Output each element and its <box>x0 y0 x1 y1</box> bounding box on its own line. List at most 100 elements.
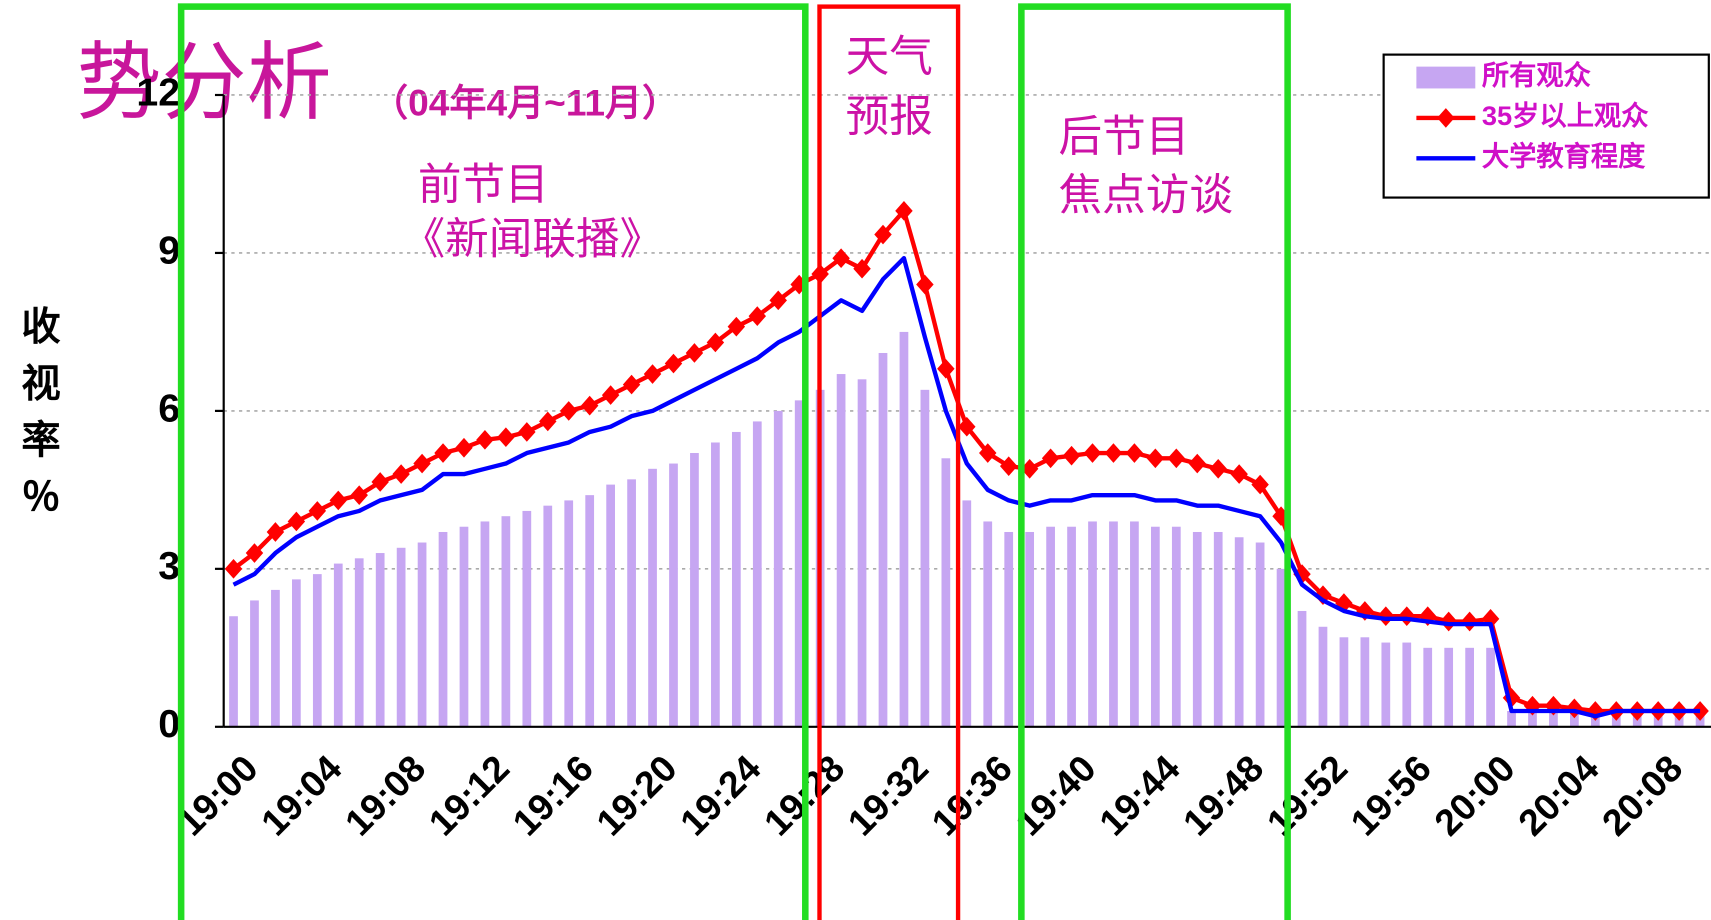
legend-label: 所有观众 <box>1482 60 1592 91</box>
marker <box>706 332 725 353</box>
marker <box>1167 448 1186 469</box>
bar <box>1276 568 1286 727</box>
bar <box>459 526 469 727</box>
bar <box>1486 647 1495 727</box>
annotation: 后节目 <box>1058 112 1189 161</box>
marker <box>1041 448 1060 469</box>
marker <box>832 248 850 269</box>
marker <box>727 316 746 337</box>
marker <box>476 430 494 450</box>
marker <box>455 437 473 458</box>
bar <box>1570 711 1579 727</box>
bar <box>648 468 657 727</box>
bar <box>899 331 909 727</box>
bar <box>354 558 364 727</box>
annotation: 预报 <box>846 93 933 142</box>
bar <box>292 579 301 727</box>
bar <box>669 463 678 727</box>
marker <box>287 511 306 532</box>
bar <box>1297 610 1307 727</box>
marker <box>979 443 997 463</box>
bar <box>501 516 511 727</box>
marker <box>853 258 871 279</box>
bar <box>836 374 846 727</box>
bar <box>1444 647 1454 727</box>
bar <box>941 458 951 727</box>
bar <box>1318 626 1328 727</box>
bar <box>564 500 574 727</box>
bar <box>962 500 972 727</box>
marker <box>664 353 683 374</box>
bar <box>543 505 553 727</box>
chart-title: 势分析 <box>76 36 331 131</box>
bar <box>1423 647 1433 727</box>
annotation: 前节目 <box>418 160 549 209</box>
bar <box>396 547 406 727</box>
marker <box>224 559 243 579</box>
marker <box>413 453 431 474</box>
legend-swatch <box>1416 66 1476 89</box>
marker <box>895 201 913 221</box>
bar <box>1381 642 1391 727</box>
marker <box>685 343 704 363</box>
bar <box>1465 647 1474 727</box>
bar <box>417 542 427 727</box>
marker <box>329 490 348 511</box>
bar <box>1004 531 1014 727</box>
marker <box>643 364 662 384</box>
marker <box>539 411 557 432</box>
marker <box>1125 443 1144 463</box>
bar <box>878 352 888 727</box>
marker <box>350 485 368 505</box>
line <box>232 256 1701 719</box>
bar <box>857 379 867 727</box>
y-tick-label: 9 <box>158 228 180 272</box>
marker <box>1230 464 1248 484</box>
bar <box>1067 526 1076 727</box>
marker <box>622 374 641 395</box>
after-program-box <box>1018 3 1291 920</box>
weather-box <box>817 4 961 920</box>
legend-label: 35岁以上观众 <box>1482 100 1649 131</box>
marker <box>308 501 327 521</box>
bar <box>773 410 783 727</box>
annotations: 前节目 《新闻联播》 天气 预报 后节目 焦点访谈 <box>402 33 1233 264</box>
bar <box>1360 637 1370 727</box>
bar <box>711 442 720 727</box>
bar <box>1402 642 1412 727</box>
y-axis-label: 收视率％ <box>16 305 61 532</box>
y-tick-label: 6 <box>158 386 180 430</box>
bar <box>1213 531 1223 727</box>
bar <box>983 521 993 727</box>
marker <box>1439 611 1458 632</box>
highlight-boxes <box>177 3 1291 920</box>
bar <box>585 495 595 727</box>
bar <box>1046 526 1055 727</box>
bar <box>627 479 636 727</box>
bar <box>794 400 804 727</box>
bar <box>1549 711 1558 727</box>
bar <box>1130 521 1139 727</box>
marker <box>1377 606 1395 627</box>
marker <box>601 385 620 405</box>
marker <box>1020 458 1039 479</box>
y-tick-label: 0 <box>158 702 180 746</box>
marker <box>958 416 976 437</box>
bar <box>1025 531 1035 727</box>
bar <box>1255 542 1265 727</box>
marker <box>1251 474 1269 495</box>
marker <box>245 543 264 563</box>
bar <box>1528 711 1537 727</box>
marker <box>1188 453 1206 474</box>
marker <box>266 522 285 542</box>
marker <box>392 464 410 484</box>
bar <box>438 531 448 727</box>
annotation: 焦点访谈 <box>1058 171 1233 220</box>
bar <box>271 589 280 727</box>
bar <box>1088 521 1097 727</box>
bar <box>1339 637 1349 727</box>
bar <box>312 574 322 727</box>
marker <box>1314 585 1332 605</box>
marker <box>560 401 578 421</box>
